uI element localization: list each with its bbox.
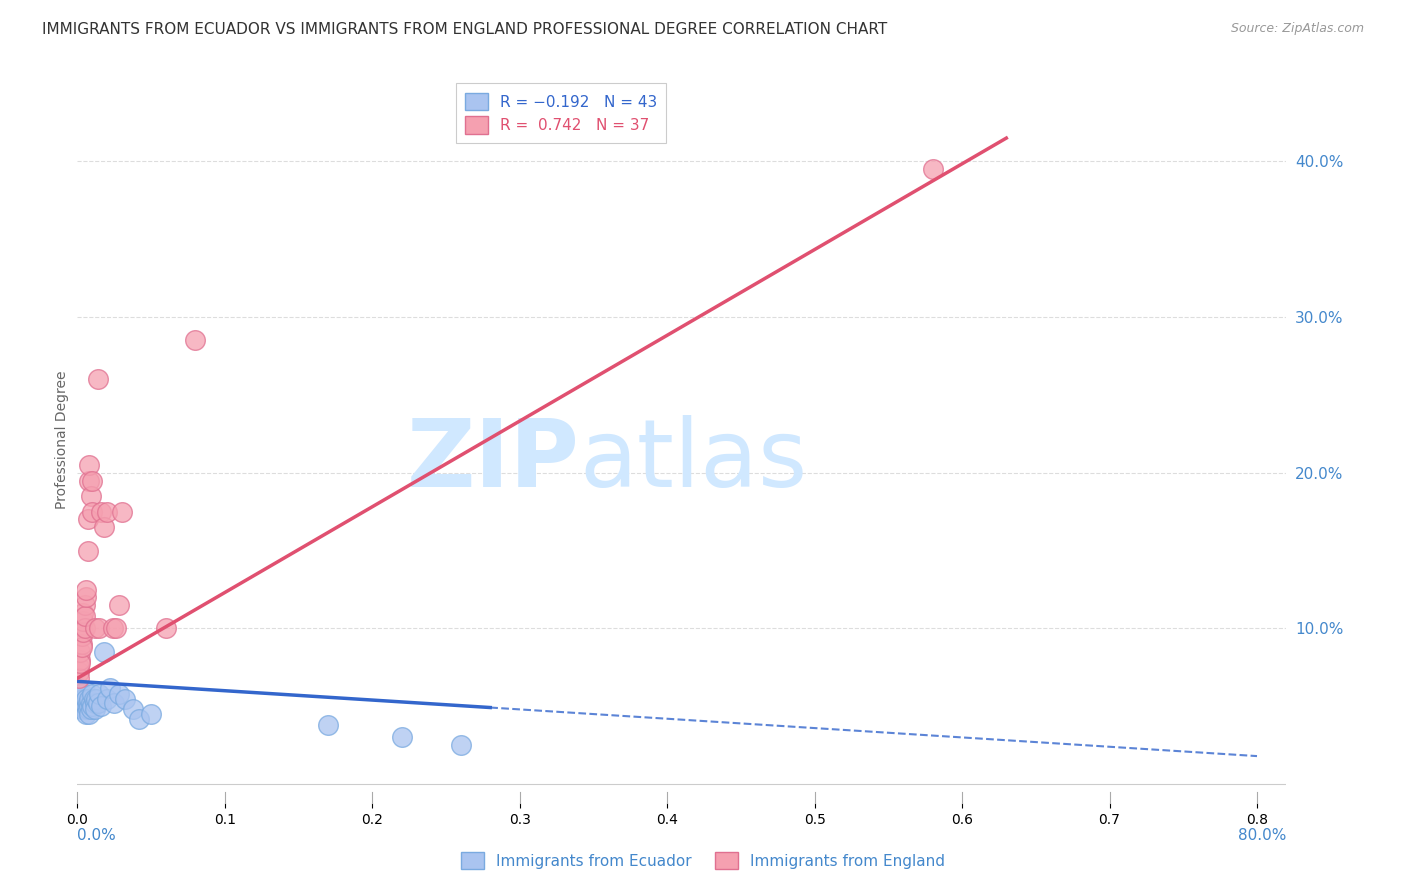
- Point: [77, 458, 100, 472]
- Point: [73, 609, 96, 624]
- Point: [73, 622, 96, 636]
- Point: [83, 691, 105, 706]
- Point: [86, 691, 108, 706]
- Text: IMMIGRANTS FROM ECUADOR VS IMMIGRANTS FROM ENGLAND PROFESSIONAL DEGREE CORRELATI: IMMIGRANTS FROM ECUADOR VS IMMIGRANTS FR…: [42, 22, 887, 37]
- Point: [80, 687, 103, 701]
- Point: [76, 512, 98, 526]
- Point: [107, 598, 129, 612]
- Point: [101, 622, 124, 636]
- Text: Source: ZipAtlas.com: Source: ZipAtlas.com: [1230, 22, 1364, 36]
- Text: ZIP: ZIP: [406, 415, 579, 508]
- Text: 80.0%: 80.0%: [1239, 828, 1286, 843]
- Point: [75, 707, 97, 722]
- Point: [110, 505, 132, 519]
- Point: [72, 614, 94, 628]
- Point: [114, 691, 136, 706]
- Point: [67, 671, 90, 685]
- Point: [75, 699, 97, 714]
- Point: [87, 696, 110, 710]
- Y-axis label: Professional Degree: Professional Degree: [55, 370, 69, 508]
- Point: [72, 606, 94, 620]
- Text: atlas: atlas: [579, 415, 807, 508]
- Point: [76, 702, 98, 716]
- Point: [450, 738, 472, 752]
- Point: [80, 699, 103, 714]
- Point: [70, 702, 93, 716]
- Point: [73, 598, 96, 612]
- Point: [391, 731, 413, 745]
- Point: [77, 699, 100, 714]
- Point: [72, 691, 94, 706]
- Point: [75, 582, 97, 597]
- Point: [103, 696, 125, 710]
- Point: [69, 652, 91, 666]
- Point: [98, 681, 121, 695]
- Point: [90, 699, 112, 714]
- Point: [69, 691, 91, 706]
- Point: [70, 640, 93, 654]
- Point: [69, 656, 91, 670]
- Point: [73, 683, 96, 698]
- Point: [75, 691, 97, 706]
- Point: [316, 718, 339, 732]
- Point: [77, 474, 100, 488]
- Point: [70, 696, 93, 710]
- Text: 0.0%: 0.0%: [77, 828, 117, 843]
- Point: [84, 696, 107, 710]
- Legend: R = −0.192   N = 43, R =  0.742   N = 37: R = −0.192 N = 43, R = 0.742 N = 37: [456, 84, 666, 144]
- Point: [75, 591, 97, 605]
- Point: [79, 696, 101, 710]
- Point: [921, 162, 943, 177]
- Point: [122, 702, 145, 716]
- Point: [84, 622, 107, 636]
- Point: [80, 505, 103, 519]
- Point: [139, 707, 162, 722]
- Point: [69, 645, 91, 659]
- Point: [70, 637, 93, 651]
- Point: [104, 622, 127, 636]
- Point: [128, 712, 150, 726]
- Point: [73, 696, 96, 710]
- Point: [107, 687, 129, 701]
- Point: [79, 489, 101, 503]
- Point: [77, 691, 100, 706]
- Point: [90, 505, 112, 519]
- Point: [93, 520, 115, 534]
- Point: [96, 505, 118, 519]
- Point: [155, 622, 177, 636]
- Point: [80, 474, 103, 488]
- Legend: Immigrants from Ecuador, Immigrants from England: Immigrants from Ecuador, Immigrants from…: [456, 846, 950, 875]
- Point: [76, 543, 98, 558]
- Point: [70, 629, 93, 643]
- Point: [69, 683, 91, 698]
- Point: [72, 624, 94, 639]
- Point: [70, 687, 93, 701]
- Point: [93, 645, 115, 659]
- Point: [72, 699, 94, 714]
- Point: [67, 665, 90, 679]
- Point: [76, 696, 98, 710]
- Point: [77, 707, 100, 722]
- Point: [96, 691, 118, 706]
- Point: [67, 681, 90, 695]
- Point: [67, 687, 90, 701]
- Point: [89, 687, 111, 701]
- Point: [67, 660, 90, 674]
- Point: [89, 622, 111, 636]
- Point: [87, 372, 110, 386]
- Point: [79, 702, 101, 716]
- Point: [184, 334, 207, 348]
- Point: [73, 702, 96, 716]
- Point: [84, 702, 107, 716]
